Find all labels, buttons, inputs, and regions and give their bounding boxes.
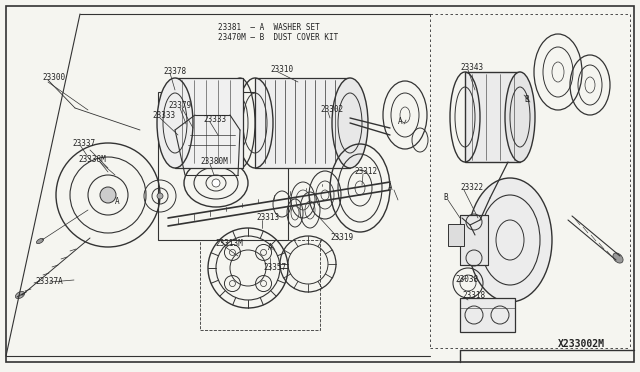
Text: 23470M — B  DUST COVER KIT: 23470M — B DUST COVER KIT — [218, 33, 339, 42]
Text: 23038: 23038 — [455, 276, 478, 285]
Text: A: A — [268, 244, 273, 253]
Text: 23357: 23357 — [263, 263, 286, 273]
Bar — [448, 224, 464, 246]
Text: X233002M: X233002M — [558, 339, 605, 349]
Ellipse shape — [468, 178, 552, 302]
Ellipse shape — [613, 253, 623, 263]
Text: 23338M: 23338M — [78, 155, 106, 164]
Text: 23337: 23337 — [72, 138, 95, 148]
Circle shape — [157, 193, 163, 199]
Text: 23319: 23319 — [330, 234, 353, 243]
Text: 23312: 23312 — [354, 167, 377, 176]
Text: 23318: 23318 — [462, 292, 485, 301]
Text: 23302: 23302 — [320, 106, 343, 115]
Text: A: A — [115, 198, 120, 206]
Ellipse shape — [505, 72, 535, 162]
Ellipse shape — [157, 78, 193, 168]
Bar — [158, 92, 288, 240]
Circle shape — [100, 187, 116, 203]
Bar — [255, 78, 350, 168]
Text: 23313: 23313 — [256, 214, 279, 222]
Text: 23313M: 23313M — [215, 240, 243, 248]
Text: 23378: 23378 — [163, 67, 186, 77]
Text: A: A — [388, 183, 392, 192]
Bar — [460, 298, 515, 332]
Text: 23343: 23343 — [460, 64, 483, 73]
Text: 23333: 23333 — [152, 112, 175, 121]
Circle shape — [212, 179, 220, 187]
Text: 23380M: 23380M — [200, 157, 228, 167]
Ellipse shape — [36, 238, 44, 244]
Text: A: A — [398, 118, 403, 126]
Text: B: B — [524, 96, 529, 105]
Ellipse shape — [15, 291, 24, 299]
Bar — [200, 240, 320, 330]
Bar — [460, 215, 488, 265]
Bar — [465, 72, 520, 162]
Text: 23381  — A  WASHER SET: 23381 — A WASHER SET — [218, 23, 320, 32]
Ellipse shape — [332, 78, 368, 168]
Text: B: B — [443, 193, 447, 202]
Text: 23300: 23300 — [42, 74, 65, 83]
Text: 23322: 23322 — [460, 183, 483, 192]
Text: 23333: 23333 — [203, 115, 226, 125]
Text: 23379: 23379 — [168, 102, 191, 110]
Text: 23337A: 23337A — [35, 278, 63, 286]
Text: 23310: 23310 — [270, 65, 293, 74]
Bar — [175, 78, 243, 168]
